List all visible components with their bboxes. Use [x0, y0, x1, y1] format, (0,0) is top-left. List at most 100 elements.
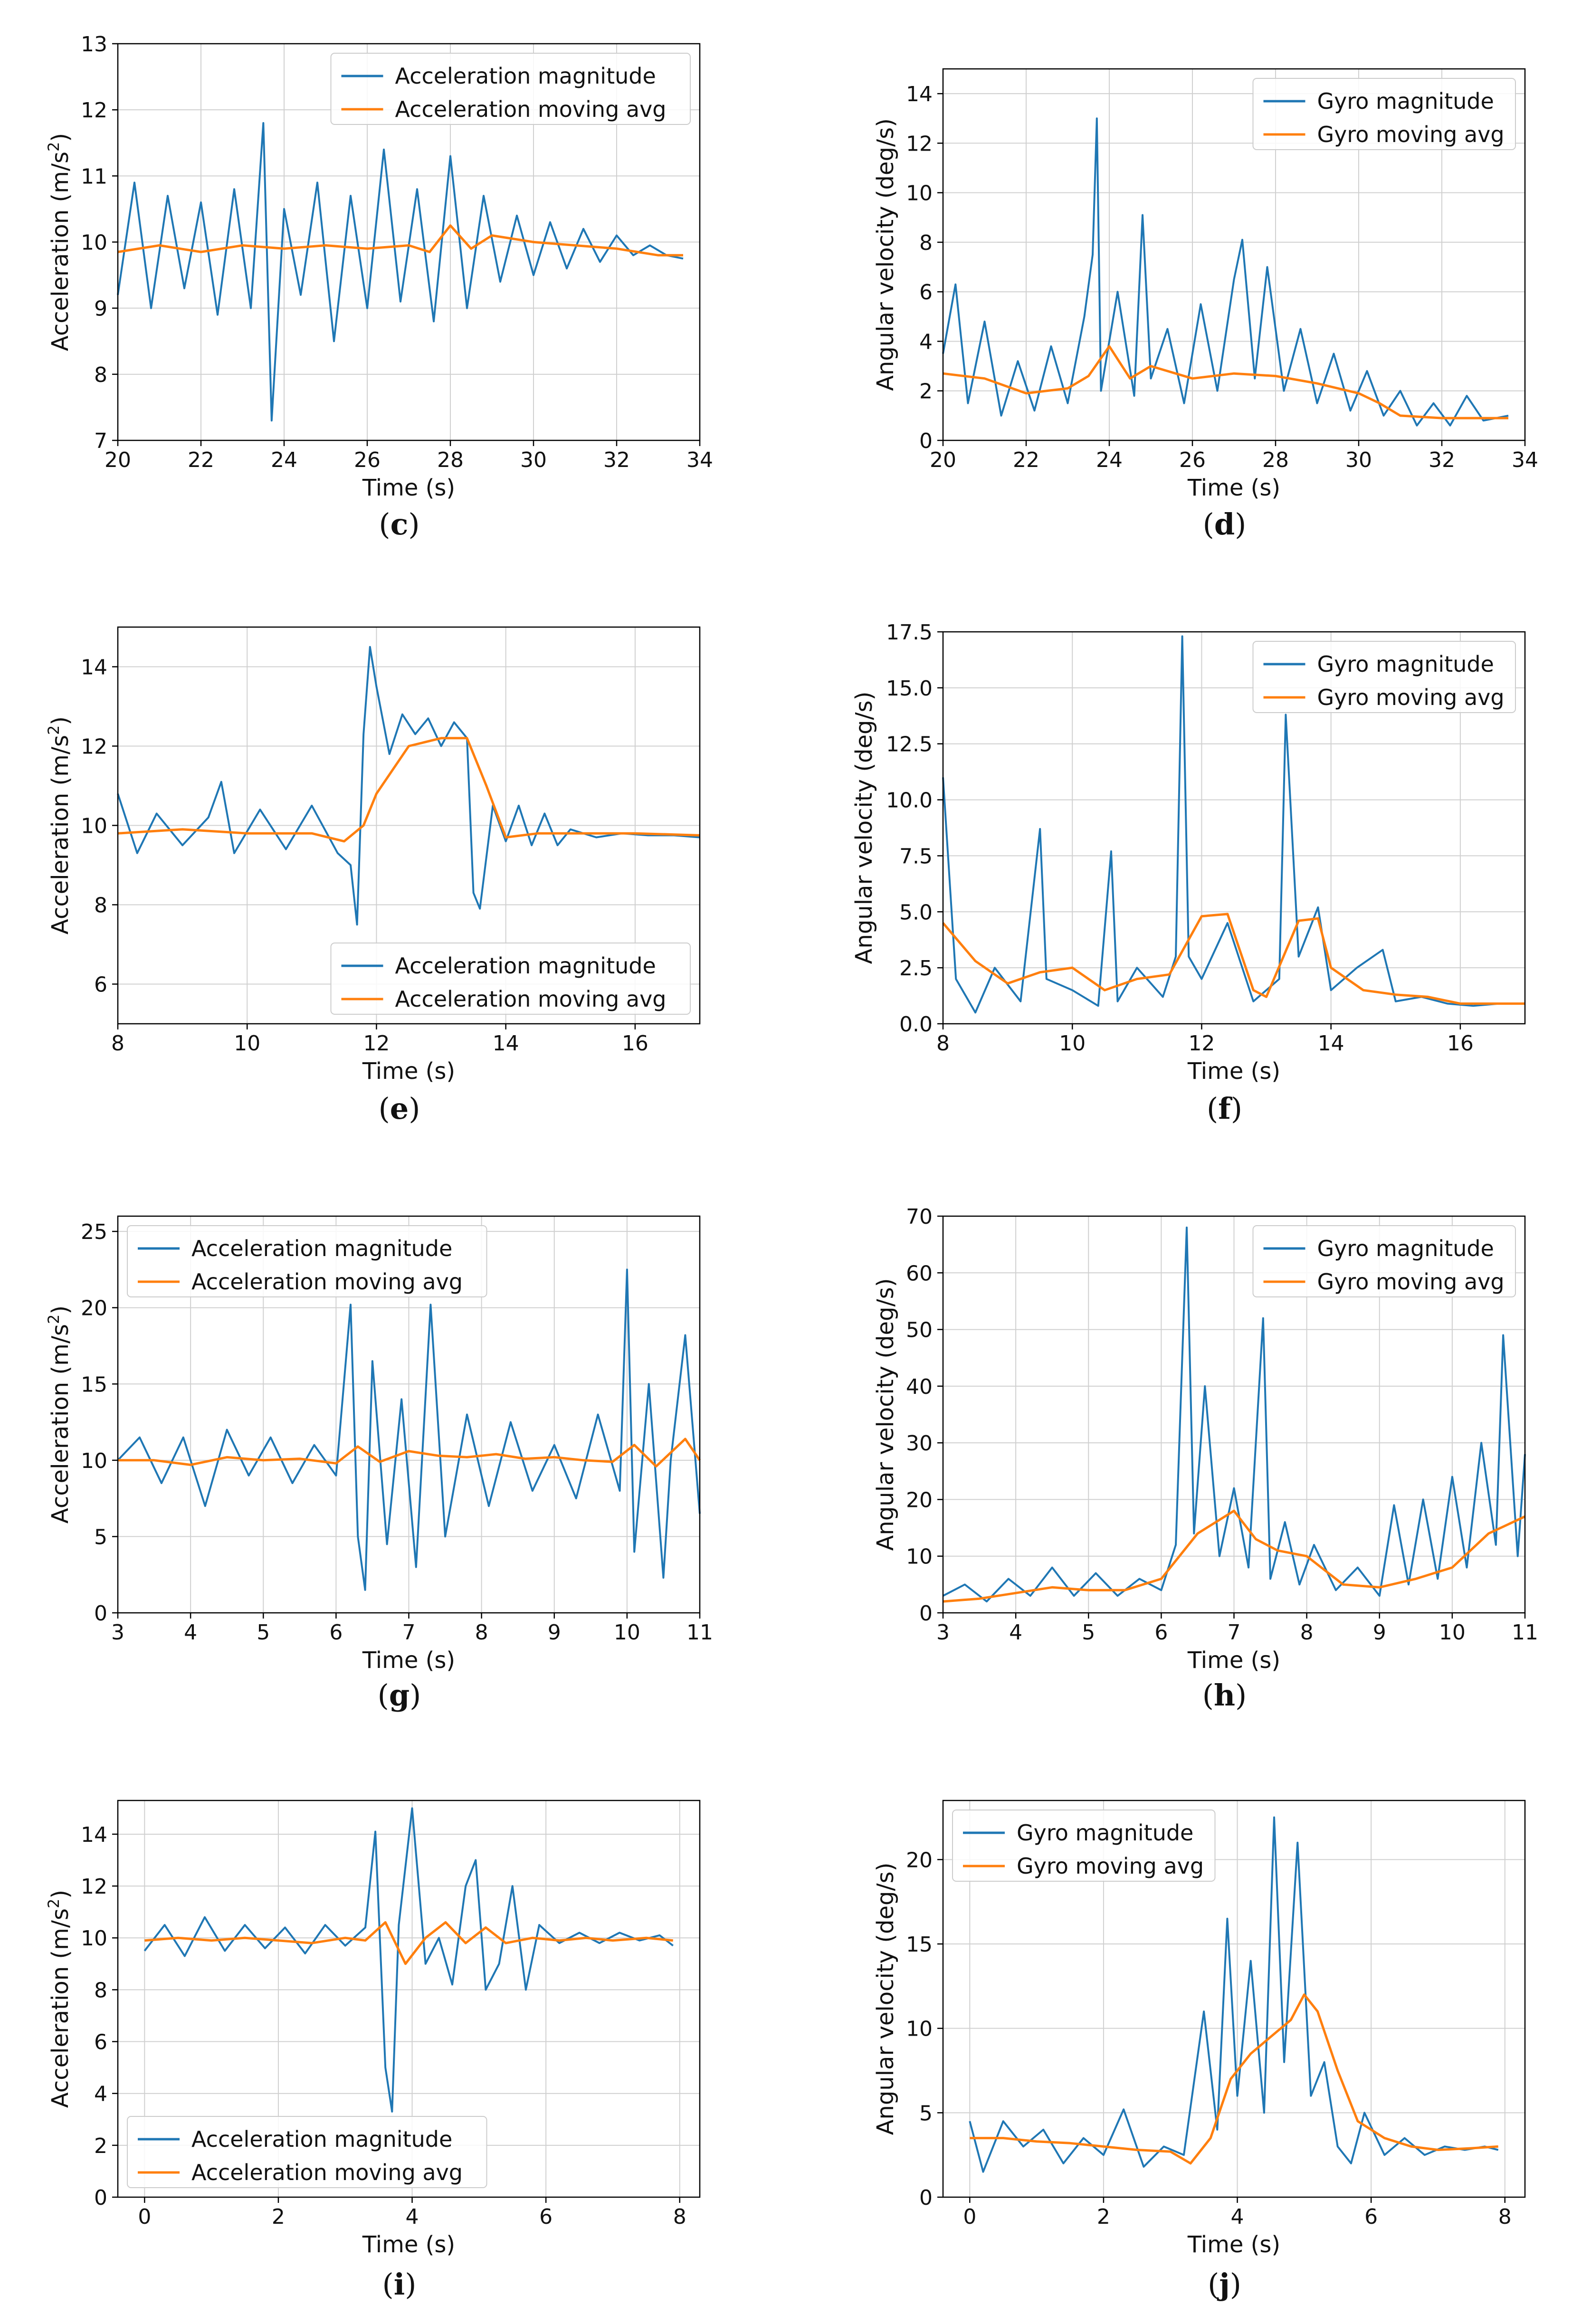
x-tick-label: 7	[1228, 1620, 1241, 1645]
x-tick-label: 9	[1373, 1620, 1386, 1645]
legend-entry: Acceleration magnitude	[395, 63, 656, 89]
x-tick-label: 8	[673, 2205, 686, 2229]
legend: Gyro magnitude Gyro moving avg	[1252, 1225, 1516, 1297]
y-tick-label: 7	[94, 429, 107, 453]
legend-entry: Acceleration moving avg	[191, 1269, 463, 1295]
x-tick-label: 8	[1300, 1620, 1314, 1645]
y-tick-label: 8	[94, 894, 107, 918]
y-tick-label: 6	[919, 280, 933, 305]
x-axis-label: Time (s)	[362, 475, 455, 501]
x-axis-label: Time (s)	[1187, 1058, 1280, 1085]
series-line-magnitude	[117, 1268, 701, 1591]
y-tick-label: 10	[906, 1545, 933, 1569]
x-tick-label: 9	[548, 1620, 561, 1645]
chart-f: 8 10 12 14 16 0.0 2.5 5.0 7.5 10.0 12.5 15.0 17.5 Tim…	[851, 620, 1526, 1126]
x-tick-label: 16	[1447, 1031, 1474, 1056]
x-tick-label: 6	[329, 1620, 343, 1645]
y-tick-label: 2.5	[899, 956, 933, 981]
y-tick-label: 8	[919, 231, 933, 255]
y-axis-label: Angular velocity (deg/s)	[872, 118, 899, 391]
series-line-magnitude	[942, 635, 1525, 1014]
y-tick-label: 40	[906, 1375, 933, 1399]
subfigure-caption: (c)	[379, 507, 419, 542]
series-line-magnitude	[143, 1807, 674, 2113]
y-tick-label: 0	[94, 2186, 107, 2210]
y-tick-label: 15.0	[886, 676, 933, 701]
y-tick-label: 20	[81, 1296, 107, 1321]
x-tick-label: 16	[622, 1031, 648, 1056]
legend: Gyro magnitude Gyro moving avg	[1252, 78, 1516, 150]
series-line-moving_avg	[117, 224, 683, 257]
series-line-magnitude	[117, 122, 684, 422]
chart-i: 0 2 4 6 8 0 2 4 6 8 10 12 14 Time (s) Acceleration (m/…	[45, 1800, 701, 2302]
y-axis-label: Angular velocity (deg/s)	[872, 1278, 899, 1551]
y-tick-label: 6	[94, 2030, 107, 2055]
x-tick-label: 28	[1262, 448, 1289, 472]
y-tick-label: 14	[906, 82, 933, 106]
x-tick-label: 6	[539, 2205, 553, 2229]
x-tick-label: 2	[272, 2205, 285, 2229]
x-tick-label: 0	[963, 2205, 976, 2229]
legend-entry: Acceleration moving avg	[191, 2160, 463, 2185]
series-line-magnitude	[969, 1816, 1499, 2173]
y-tick-label: 10.0	[886, 789, 933, 813]
y-axis-label: Acceleration (m/s2)	[45, 1305, 74, 1524]
y-tick-label: 13	[81, 32, 107, 57]
subfigure-caption: (e)	[379, 1091, 420, 1126]
x-tick-label: 11	[686, 1620, 713, 1645]
x-tick-label: 12	[363, 1031, 390, 1056]
legend: Acceleration magnitude Acceleration movin…	[127, 1225, 487, 1297]
y-tick-label: 0	[94, 1601, 107, 1626]
y-tick-label: 12	[81, 1875, 107, 1899]
y-tick-label: 5.0	[899, 900, 933, 924]
x-tick-label: 26	[1179, 448, 1206, 472]
series-line-magnitude	[943, 1226, 1526, 1603]
x-tick-label: 28	[437, 448, 464, 472]
y-tick-label: 12	[81, 735, 107, 759]
y-axis-label: Angular velocity (deg/s)	[851, 692, 877, 964]
legend-entry: Gyro magnitude	[1317, 88, 1494, 114]
legend-box	[127, 1225, 487, 1297]
legend: Acceleration magnitude Acceleration movin…	[127, 2116, 487, 2188]
chart-j: 0 2 4 6 8 0 5 10 15 20 Time (s) Angular velocity (d…	[872, 1800, 1526, 2302]
x-tick-label: 11	[1512, 1620, 1538, 1645]
subfigure-caption: (f)	[1207, 1091, 1242, 1126]
series-line-moving_avg	[970, 1993, 1498, 2165]
y-tick-label: 14	[81, 1823, 107, 1847]
legend-entry: Acceleration moving avg	[395, 986, 667, 1012]
y-tick-label: 10	[81, 231, 107, 255]
legend: Acceleration magnitude Acceleration movin…	[330, 53, 691, 125]
y-tick-label: 20	[906, 1848, 933, 1872]
x-axis-label: Time (s)	[1187, 475, 1280, 501]
y-tick-label: 8	[94, 1978, 107, 2002]
x-axis-label: Time (s)	[362, 2231, 455, 2258]
y-tick-label: 10	[906, 181, 933, 206]
x-tick-label: 14	[493, 1031, 519, 1056]
y-tick-label: 15	[906, 1933, 933, 1957]
y-tick-label: 10	[81, 814, 107, 838]
y-tick-label: 60	[906, 1261, 933, 1286]
x-tick-label: 22	[188, 448, 214, 472]
x-tick-label: 10	[614, 1620, 640, 1645]
y-tick-label: 14	[81, 656, 107, 680]
x-tick-label: 4	[1231, 2205, 1244, 2229]
x-tick-label: 10	[1059, 1031, 1086, 1056]
chart-e: 8 10 12 14 16 6 8 10 12 14 Time (s) Acceleration (m…	[45, 626, 701, 1126]
chart-g: 3 4 5 6 7 8 9 10 11 0 5 10 15 20 25 Time (s) Acceleratio…	[45, 1215, 713, 1713]
y-tick-label: 9	[94, 297, 107, 321]
plot-frame	[942, 1800, 1526, 2198]
y-tick-label: 11	[81, 164, 107, 189]
y-tick-label: 8	[94, 363, 107, 387]
series-line-moving_avg	[942, 913, 1525, 1005]
y-tick-label: 30	[906, 1431, 933, 1456]
y-tick-label: 70	[906, 1205, 933, 1229]
legend-entry: Acceleration magnitude	[191, 1236, 452, 1261]
x-tick-label: 34	[1512, 448, 1538, 472]
legend-entry: Acceleration magnitude	[395, 953, 656, 979]
x-axis-label: Time (s)	[362, 1647, 455, 1674]
x-tick-label: 8	[475, 1620, 488, 1645]
y-tick-label: 25	[81, 1220, 107, 1244]
series-line-magnitude	[942, 117, 1509, 427]
x-tick-label: 32	[603, 448, 630, 472]
